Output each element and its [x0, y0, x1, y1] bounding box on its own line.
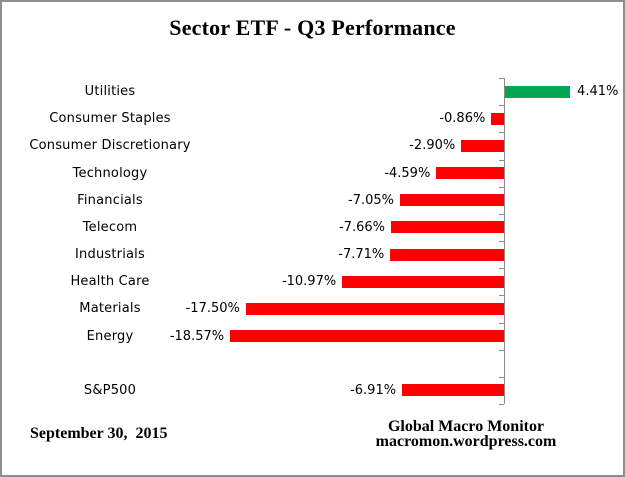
category-label-technology: Technology	[72, 165, 148, 181]
brand-block: Global Macro Monitor macromon.wordpress.…	[350, 418, 582, 450]
value-label-consumer-discretionary: -2.90%	[409, 138, 456, 154]
category-label-financials: Financials	[77, 192, 143, 208]
brand-url: macromon.wordpress.com	[375, 433, 557, 450]
bar-s-p500	[402, 384, 504, 397]
bar-consumer-discretionary	[461, 139, 504, 152]
category-label-energy: Energy	[86, 328, 134, 344]
category-label-utilities: Utilities	[84, 84, 136, 99]
bar-technology	[436, 167, 504, 180]
category-label-health-care: Health Care	[70, 274, 150, 290]
value-label-utilities: 4.41%	[577, 84, 619, 99]
axis-tick	[499, 268, 504, 269]
axis-tick	[499, 132, 504, 133]
value-label-s-p500: -6.91%	[350, 382, 397, 398]
axis-tick	[499, 377, 504, 378]
axis-tick	[499, 350, 504, 351]
bar-energy	[230, 330, 504, 343]
category-label-materials: Materials	[79, 301, 141, 317]
value-label-technology: -4.59%	[384, 165, 431, 181]
value-label-industrials: -7.71%	[338, 247, 385, 262]
axis-tick	[499, 160, 504, 161]
category-label-consumer-discretionary: Consumer Discretionary	[29, 138, 191, 154]
value-label-consumer-staples: -0.86%	[439, 111, 486, 127]
category-label-consumer-staples: Consumer Staples	[49, 111, 171, 127]
value-label-telecom: -7.66%	[339, 219, 386, 235]
bar-materials	[245, 302, 504, 315]
chart-title: Sector ETF - Q3 Performance	[169, 15, 456, 40]
axis-tick	[499, 295, 504, 296]
category-label-s-p500: S&P500	[83, 382, 137, 398]
axis-tick	[499, 241, 504, 242]
value-label-materials: -17.50%	[185, 301, 240, 317]
value-label-energy: -18.57%	[169, 328, 225, 344]
bar-consumer-staples	[491, 112, 504, 125]
bar-telecom	[391, 221, 504, 234]
axis-tick	[499, 404, 504, 405]
bar-health-care	[342, 275, 504, 288]
category-label-telecom: Telecom	[82, 219, 138, 235]
axis-tick	[499, 187, 504, 188]
bar-utilities	[505, 85, 571, 98]
axis-tick	[499, 105, 504, 106]
axis-tick	[499, 78, 504, 79]
axis-tick	[499, 214, 504, 215]
bar-financials	[400, 194, 504, 207]
y-axis-line	[504, 78, 505, 404]
value-label-financials: -7.05%	[348, 192, 395, 208]
footer-date: September 30, 2015	[30, 425, 168, 442]
brand-name: Global Macro Monitor	[387, 418, 545, 435]
value-label-health-care: -10.97%	[281, 274, 337, 290]
bar-industrials	[390, 248, 504, 261]
category-label-industrials: Industrials	[75, 247, 145, 262]
axis-tick	[499, 323, 504, 324]
